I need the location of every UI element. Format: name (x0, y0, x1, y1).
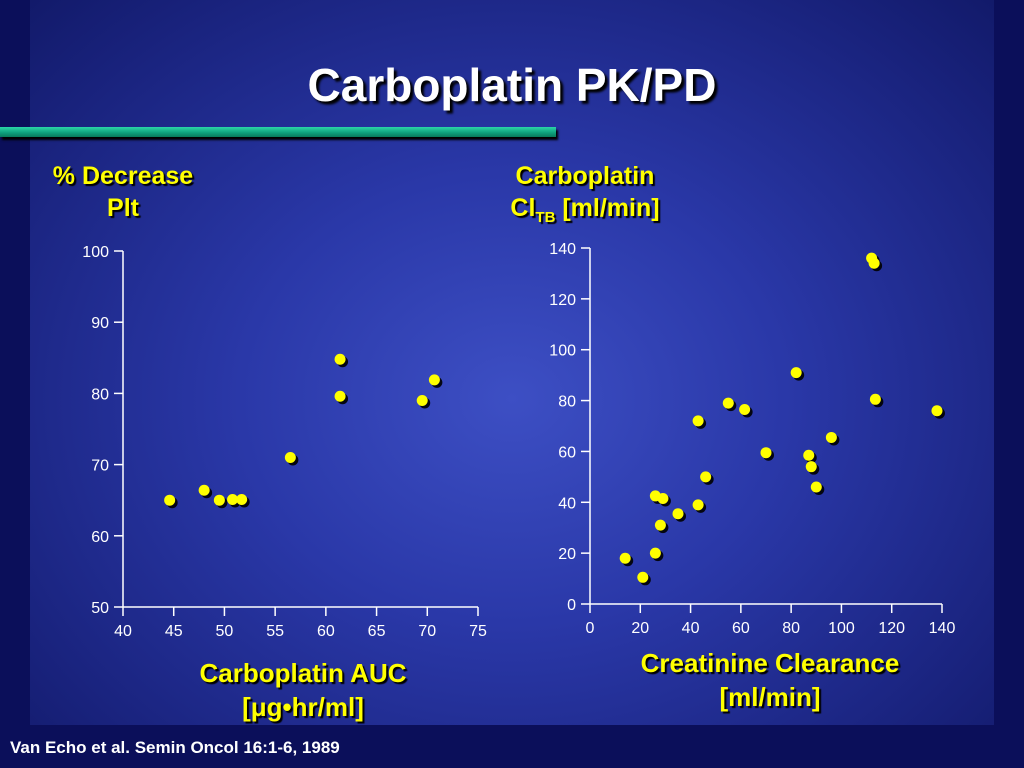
x-tick-label: 20 (631, 620, 649, 637)
data-point (672, 508, 684, 520)
data-point (654, 519, 666, 531)
data-point (760, 447, 772, 459)
x-tick-label: 50 (216, 623, 234, 640)
y-tick-label: 80 (91, 386, 109, 403)
y-tick-label: 70 (91, 458, 109, 475)
data-point (227, 493, 239, 505)
slide-title: Carboplatin PK/PD (307, 59, 717, 111)
x-tick-label: 40 (114, 623, 132, 640)
right-ylabel-unit: [ml/min] (555, 194, 660, 222)
left-scatter-chart: 50 60 70 80 90 100 40 45 50 55 60 65 70 75 (82, 244, 487, 640)
data-point (825, 431, 837, 443)
right-ylabel-line1: Carboplatin (515, 162, 655, 190)
title-underline-bar (0, 127, 556, 137)
data-point (637, 571, 649, 583)
right-xlabel-line1: Creatinine Clearance (640, 648, 900, 678)
data-point (198, 484, 210, 496)
left-xlabel-line2: [μg•hr/ml] (242, 692, 364, 722)
right-chart-ylabel: Carboplatin ClTB [ml/min] (470, 160, 700, 234)
right-ylabel-subscript: TB (535, 209, 556, 226)
data-point (810, 481, 822, 493)
data-point (284, 451, 296, 463)
data-point (416, 395, 428, 407)
data-point (619, 552, 631, 564)
y-tick-label: 0 (567, 597, 576, 614)
y-tick-label: 100 (549, 343, 576, 360)
y-tick-label: 140 (549, 241, 576, 258)
left-chart-xlabel: Carboplatin AUC [μg•hr/ml] (150, 656, 456, 724)
y-tick-label: 50 (91, 600, 109, 617)
x-tick-label: 75 (469, 623, 487, 640)
x-tick-label: 60 (732, 620, 750, 637)
right-chart-xlabel: Creatinine Clearance [ml/min] (600, 646, 940, 714)
y-tick-label: 90 (91, 315, 109, 332)
data-point (657, 492, 669, 504)
data-point (692, 415, 704, 427)
right-ylabel-line2: ClTB [ml/min] (470, 192, 700, 234)
data-point (722, 397, 734, 409)
y-tick-label: 80 (558, 394, 576, 411)
left-chart-ylabel: % Decrease Plt (18, 160, 228, 224)
data-point (692, 499, 704, 511)
data-point (700, 471, 712, 483)
data-point (739, 403, 751, 415)
left-ylabel-line2: Plt (107, 194, 139, 222)
data-point (649, 547, 661, 559)
data-point (164, 494, 176, 506)
data-point (334, 390, 346, 402)
x-tick-label: 120 (878, 620, 905, 637)
data-point (790, 367, 802, 379)
x-tick-label: 45 (165, 623, 183, 640)
y-tick-label: 20 (558, 546, 576, 563)
data-point (805, 461, 817, 473)
y-tick-label: 120 (549, 292, 576, 309)
x-tick-label: 55 (266, 623, 284, 640)
x-tick-label: 70 (418, 623, 436, 640)
x-tick-label: 60 (317, 623, 335, 640)
x-tick-label: 100 (828, 620, 855, 637)
data-point (868, 257, 880, 269)
data-point (931, 405, 943, 417)
right-xlabel-line2: [ml/min] (719, 682, 821, 712)
data-point (236, 493, 248, 505)
y-tick-label: 100 (82, 244, 109, 261)
x-tick-label: 65 (368, 623, 386, 640)
data-point (803, 449, 815, 461)
y-tick-label: 60 (91, 529, 109, 546)
data-point (213, 494, 225, 506)
x-tick-label: 140 (929, 620, 956, 637)
left-xlabel-line1: Carboplatin AUC (199, 658, 407, 688)
data-point (869, 393, 881, 405)
citation: Van Echo et al. Semin Oncol 16:1-6, 1989 (10, 738, 340, 757)
left-ylabel-line1: % Decrease (52, 162, 194, 190)
x-tick-label: 80 (782, 620, 800, 637)
data-point (334, 353, 346, 365)
y-tick-label: 60 (558, 444, 576, 461)
x-tick-label: 0 (586, 620, 595, 637)
y-tick-label: 40 (558, 495, 576, 512)
right-ylabel-main: Cl (510, 194, 536, 222)
x-tick-label: 40 (682, 620, 700, 637)
data-point (428, 374, 440, 386)
right-scatter-chart: 0 20 40 60 80 100 120 140 0 20 40 60 80 100 120 140 (549, 241, 955, 637)
